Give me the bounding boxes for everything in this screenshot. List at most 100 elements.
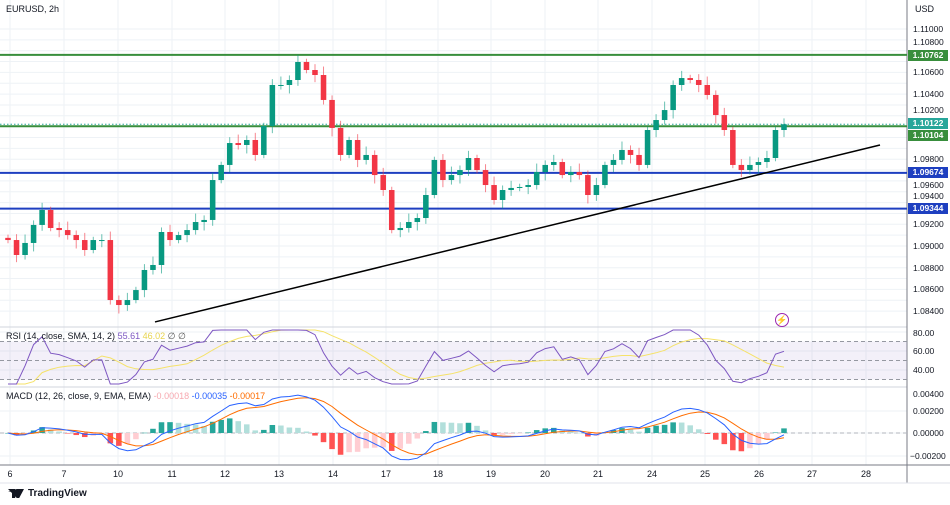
candle bbox=[610, 154, 617, 173]
macd-hist-bar bbox=[431, 421, 438, 433]
candle bbox=[167, 224, 173, 246]
tradingview-logo[interactable]: TradingView bbox=[8, 488, 87, 499]
candle-body bbox=[47, 209, 54, 228]
candle bbox=[201, 215, 207, 231]
candle-body bbox=[184, 230, 190, 236]
macd-hist-bar bbox=[56, 431, 62, 433]
macd-hist-bar bbox=[81, 433, 88, 438]
price-axis-label: 1.11000 bbox=[913, 24, 944, 34]
date-label: 27 bbox=[806, 469, 818, 479]
candle-body bbox=[158, 232, 165, 265]
macd-hist-bar bbox=[39, 427, 45, 433]
macd-hist-bar bbox=[295, 427, 301, 433]
candle-body bbox=[482, 170, 489, 186]
candle bbox=[192, 213, 199, 235]
candle-body bbox=[209, 180, 216, 220]
candle-body bbox=[56, 227, 62, 231]
candle bbox=[209, 172, 216, 226]
price-axis-label: 1.09800 bbox=[913, 154, 944, 165]
candle-body bbox=[388, 190, 395, 231]
candle-body bbox=[755, 162, 762, 165]
candle bbox=[312, 64, 318, 83]
date-label: 26 bbox=[753, 469, 765, 479]
rsi-axis-80: 80.00 bbox=[913, 328, 935, 338]
candle bbox=[99, 234, 105, 248]
candle-body bbox=[175, 235, 182, 241]
candle-body bbox=[568, 172, 574, 176]
price-axis-label: 1.09000 bbox=[913, 241, 944, 251]
macd-hist-bar bbox=[627, 428, 634, 433]
candle bbox=[90, 236, 97, 254]
price-axis-label: 1.10600 bbox=[913, 67, 944, 78]
candle bbox=[602, 161, 608, 189]
price-tag: 1.10762 bbox=[908, 50, 948, 61]
macd-hist-bar bbox=[465, 422, 472, 433]
candle-body bbox=[218, 164, 224, 181]
price-axis-label: 1.09200 bbox=[913, 219, 944, 230]
candle-body bbox=[124, 300, 131, 306]
candle-body bbox=[747, 164, 753, 171]
candle-body bbox=[397, 227, 404, 231]
price-axis-label: 1.09600 bbox=[913, 180, 944, 190]
candle-body bbox=[423, 195, 429, 219]
macd-hist-bar bbox=[397, 433, 404, 449]
candle bbox=[542, 160, 549, 181]
candle bbox=[346, 136, 352, 159]
macd-hist-bar bbox=[252, 430, 259, 433]
candle bbox=[516, 183, 523, 192]
candle bbox=[457, 165, 463, 184]
candle-body bbox=[772, 130, 779, 159]
macd-hist-bar bbox=[346, 433, 352, 453]
macd-hist-bar bbox=[474, 425, 480, 433]
price-tag: 1.10104 bbox=[908, 130, 948, 141]
macd-hist-bar bbox=[525, 432, 531, 433]
macd-hist-bar bbox=[269, 424, 276, 433]
candle bbox=[440, 154, 446, 188]
price-axis-label: 1.10800 bbox=[913, 37, 944, 47]
candle-body bbox=[730, 130, 736, 165]
date-label: 20 bbox=[539, 469, 551, 479]
candle-body bbox=[320, 75, 327, 100]
macd-axis-top: 0.00400 bbox=[913, 389, 944, 399]
rsi-axis-40: 40.00 bbox=[913, 365, 935, 375]
candle bbox=[73, 230, 79, 249]
candle bbox=[525, 179, 531, 195]
candle bbox=[226, 137, 233, 173]
macd-hist-bar bbox=[755, 433, 762, 445]
macd-hist-bar bbox=[158, 422, 165, 433]
candle bbox=[158, 227, 165, 274]
candle bbox=[499, 185, 506, 209]
lightning-icon[interactable]: ⚡ bbox=[775, 313, 789, 327]
macd-hist-bar bbox=[747, 433, 753, 449]
candle-body bbox=[226, 143, 233, 165]
candle-body bbox=[201, 219, 207, 223]
candle-body bbox=[678, 78, 685, 85]
date-label: 6 bbox=[7, 469, 13, 479]
macd-hist-bar bbox=[730, 433, 736, 451]
candle-body bbox=[414, 218, 421, 223]
candle-body bbox=[243, 139, 250, 145]
candle bbox=[303, 58, 310, 74]
candle-body bbox=[13, 240, 20, 256]
rsi-na-1: ∅ bbox=[167, 331, 176, 341]
candle bbox=[295, 54, 301, 86]
candle-body bbox=[542, 164, 549, 173]
macd-hist-bar bbox=[380, 433, 386, 448]
candle-body bbox=[781, 124, 787, 131]
candle-body bbox=[312, 70, 318, 76]
candle bbox=[687, 74, 693, 84]
macd-hist-bar bbox=[141, 432, 148, 434]
macd-hist-bar bbox=[235, 421, 242, 433]
macd-hist-bar bbox=[218, 419, 224, 433]
macd-hist-bar bbox=[568, 431, 574, 433]
macd-hist-bar bbox=[329, 433, 335, 450]
candle-body bbox=[295, 61, 301, 80]
candle-body bbox=[636, 154, 642, 165]
candle-body bbox=[627, 149, 634, 155]
candle bbox=[235, 134, 242, 150]
candle bbox=[713, 90, 719, 124]
candle-body bbox=[602, 164, 608, 186]
candle bbox=[278, 76, 284, 90]
macd-hist-bar bbox=[133, 433, 139, 440]
